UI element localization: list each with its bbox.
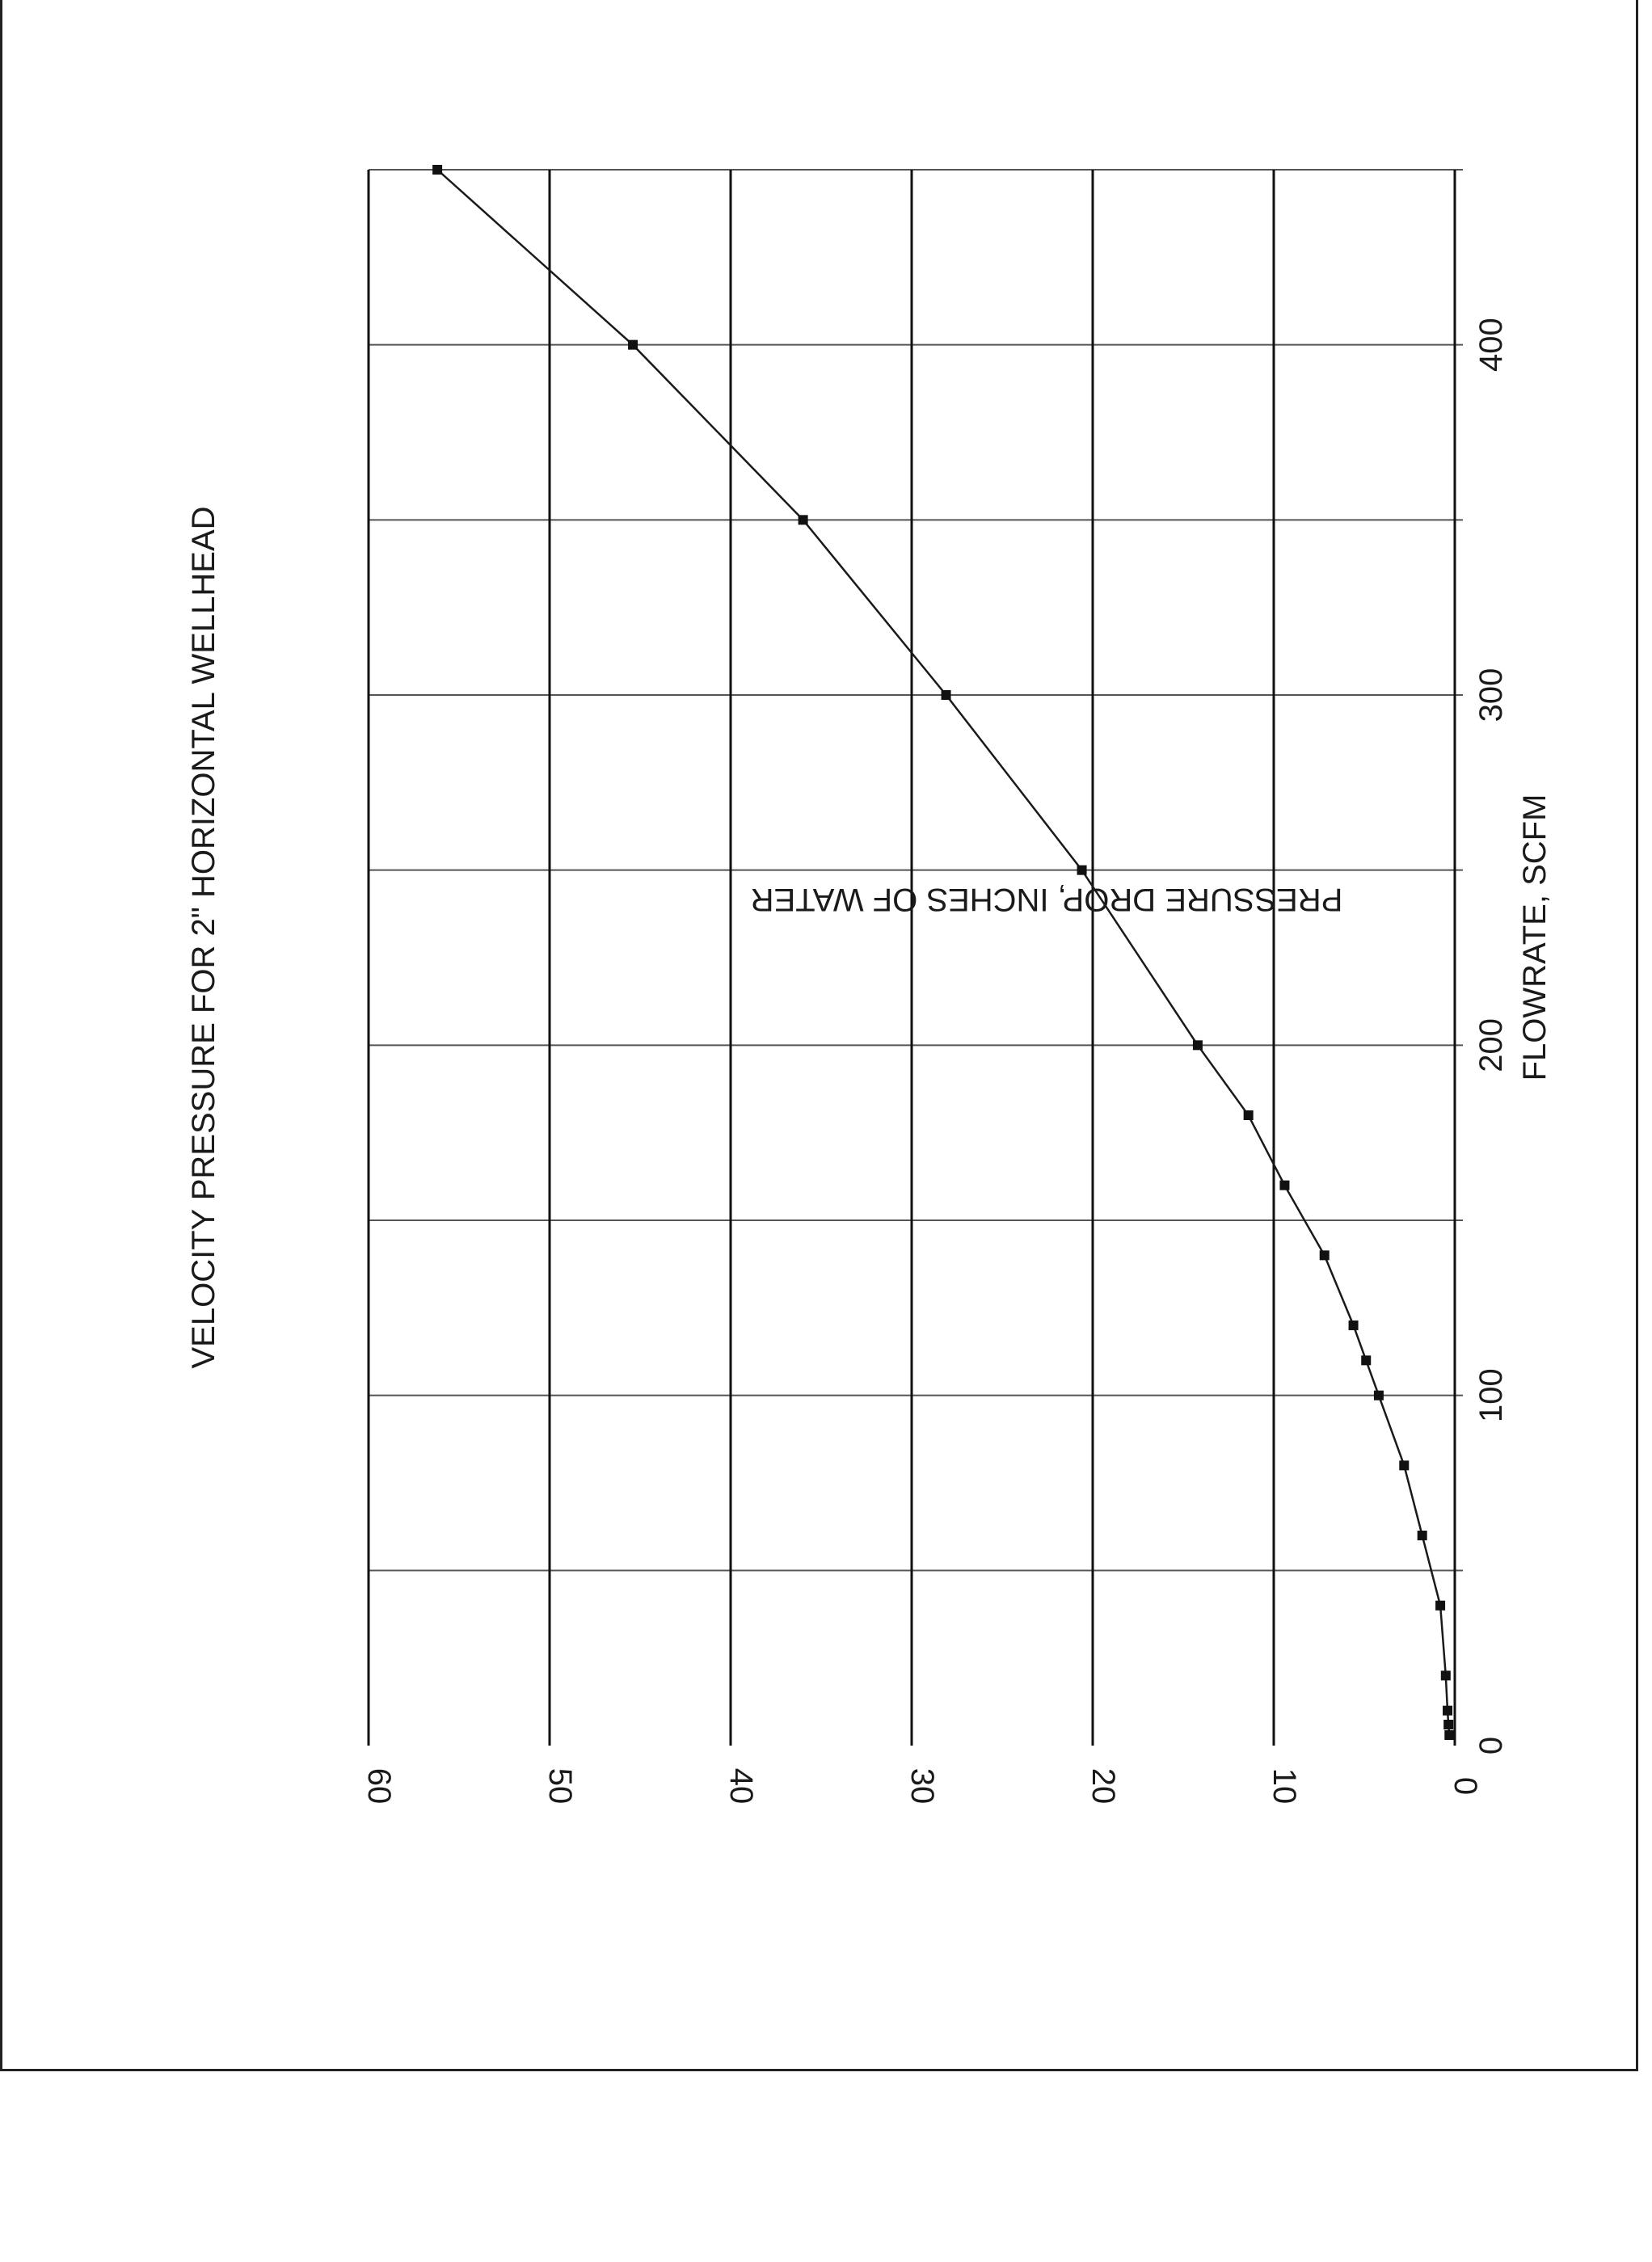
y-tick-label: 10: [1266, 1768, 1302, 1805]
data-point-marker: [941, 690, 951, 700]
y-tick-label: 50: [542, 1768, 578, 1805]
y-tick-label: 30: [904, 1768, 940, 1805]
data-point-marker: [1077, 865, 1087, 875]
grid: [367, 169, 1463, 1746]
x-axis-label: FLOWRATE, SCFM: [1517, 794, 1553, 1081]
y-axis-label: PRESSURE DROP, INCHES OF WATER: [751, 882, 1343, 917]
data-point-marker: [1399, 1460, 1410, 1471]
x-tick-label: 100: [1473, 1368, 1509, 1422]
marker-layer: [432, 165, 1455, 1740]
data-point-marker: [1443, 1705, 1453, 1716]
x-tick-label: 300: [1473, 668, 1509, 722]
series-layer: [436, 169, 1451, 1736]
data-point-marker: [1279, 1180, 1290, 1190]
page-border: [0, 0, 1638, 2071]
data-point-marker: [1440, 1670, 1451, 1681]
y-tick-label: 0: [1448, 1777, 1483, 1795]
x-tick-label: 200: [1473, 1018, 1509, 1072]
data-point-marker: [1192, 1040, 1203, 1051]
data-point-marker: [1348, 1321, 1359, 1330]
data-point-marker: [1361, 1355, 1372, 1366]
y-tick-label: 40: [723, 1768, 759, 1805]
data-point-marker: [1443, 1720, 1454, 1729]
tick-labels: 0 100 200 300 400 0 10 20 30 40 50 60: [361, 318, 1509, 1804]
x-tick-label: 0: [1473, 1737, 1509, 1754]
data-point-marker: [1243, 1110, 1254, 1120]
data-point-marker: [1444, 1730, 1455, 1740]
y-tick-label: 20: [1085, 1768, 1121, 1805]
series-line: [436, 169, 1451, 1736]
data-point-marker: [628, 339, 638, 350]
page-edge-left: [0, 0, 2, 2069]
data-point-marker: [1373, 1390, 1384, 1401]
data-point-marker: [1417, 1531, 1427, 1540]
y-tick-label: 60: [361, 1768, 397, 1805]
data-point-marker: [432, 165, 443, 175]
data-point-marker: [798, 515, 808, 525]
x-tick-label: 400: [1473, 318, 1509, 372]
chart-title: VELOCITY PRESSURE FOR 2" HORIZONTAL WELL…: [186, 506, 221, 1368]
data-point-marker: [1435, 1600, 1446, 1611]
data-point-marker: [1319, 1250, 1330, 1261]
